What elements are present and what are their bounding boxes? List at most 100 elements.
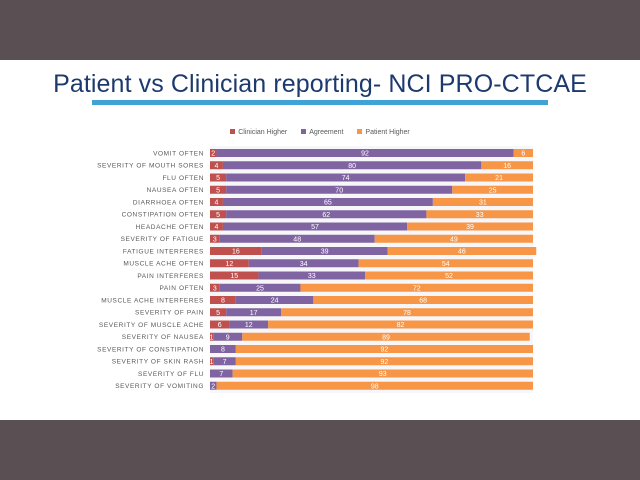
bar-agreement-severity-of-nausea bbox=[213, 332, 243, 341]
value-label-patient-higher-headache-often: 39 bbox=[466, 224, 474, 231]
value-label-agreement-pain-interferes: 33 bbox=[308, 273, 316, 280]
category-label-severity-of-pain: SEVERITY OF PAIN bbox=[135, 310, 204, 317]
bar-patient-higher-headache-often bbox=[407, 222, 533, 231]
value-label-agreement-severity-of-constipation: 8 bbox=[221, 347, 225, 354]
bar-patient-higher-severity-of-constipation bbox=[235, 345, 533, 353]
value-label-agreement-headache-often: 57 bbox=[311, 224, 319, 231]
value-label-patient-higher-pain-often: 72 bbox=[413, 285, 421, 292]
bar-agreement-severity-of-flu bbox=[210, 369, 233, 378]
chart-legend: Clinician Higher Agreement Patient Highe… bbox=[0, 129, 640, 136]
top-band bbox=[0, 0, 640, 60]
category-label-vomit-often: VOMIT OFTEN bbox=[153, 150, 204, 157]
category-label-pain-often: PAIN OFTEN bbox=[159, 285, 204, 292]
category-label-severity-of-skin-rash: SEVERITY OF SKIN RASH bbox=[112, 359, 204, 366]
value-label-agreement-severity-of-fatigue: 48 bbox=[293, 236, 301, 243]
value-label-patient-higher-severity-of-constipation: 92 bbox=[381, 347, 389, 354]
bar-agreement-vomit-often bbox=[216, 149, 514, 157]
value-label-clinician-higher-diarrhoea-often: 4 bbox=[215, 200, 219, 207]
bar-clinician-higher-severity-of-skin-rash bbox=[210, 357, 214, 366]
category-label-severity-of-fatigue: SEVERITY OF FATIGUE bbox=[121, 236, 204, 243]
category-label-diarrhoea-often: DIARRHOEA OFTEN bbox=[133, 199, 204, 206]
bar-patient-higher-constipation-often bbox=[426, 210, 533, 219]
category-label-constipation-often: CONSTIPATION OFTEN bbox=[122, 212, 204, 219]
bar-clinician-higher-severity-of-fatigue bbox=[210, 234, 220, 243]
value-label-patient-higher-severity-of-nausea: 89 bbox=[382, 334, 390, 341]
value-label-clinician-higher-constipation-often: 5 bbox=[216, 212, 220, 219]
value-label-clinician-higher-headache-often: 4 bbox=[215, 224, 219, 231]
bar-agreement-diarrhoea-often bbox=[222, 198, 433, 206]
value-label-patient-higher-diarrhoea-often: 31 bbox=[479, 200, 487, 207]
value-label-patient-higher-severity-of-skin-rash: 92 bbox=[381, 359, 389, 366]
bar-clinician-higher-severity-of-muscle-ache bbox=[210, 320, 230, 329]
bar-agreement-fatigue-interferes bbox=[261, 247, 388, 255]
value-label-agreement-constipation-often: 62 bbox=[322, 212, 330, 219]
value-label-patient-higher-severity-of-vomiting: 98 bbox=[371, 383, 379, 390]
bar-clinician-higher-vomit-often bbox=[210, 149, 217, 157]
value-label-agreement-severity-of-mouth-sores: 80 bbox=[348, 163, 356, 170]
category-label-severity-of-constipation: SEVERITY OF CONSTIPATION bbox=[97, 346, 204, 353]
bar-patient-higher-severity-of-pain bbox=[281, 308, 533, 317]
bar-clinician-higher-severity-of-mouth-sores bbox=[210, 161, 223, 170]
value-label-patient-higher-severity-of-mouth-sores: 16 bbox=[503, 163, 511, 170]
bar-patient-higher-fatigue-interferes bbox=[387, 247, 537, 255]
value-label-clinician-higher-severity-of-muscle-ache: 6 bbox=[218, 322, 222, 329]
bar-agreement-pain-often bbox=[219, 283, 301, 292]
bar-agreement-severity-of-vomiting bbox=[210, 381, 217, 390]
value-label-agreement-fatigue-interferes: 39 bbox=[321, 249, 329, 256]
value-label-agreement-severity-of-nausea: 9 bbox=[226, 334, 230, 341]
legend-swatch-agreement bbox=[301, 129, 307, 134]
category-label-severity-of-mouth-sores: SEVERITY OF MOUTH SORES bbox=[97, 163, 204, 170]
bar-agreement-muscle-ache-interferes bbox=[235, 296, 314, 304]
bar-agreement-constipation-often bbox=[226, 210, 427, 219]
slide-title: Patient vs Clinician reporting- NCI PRO-… bbox=[53, 70, 587, 98]
value-label-patient-higher-flu-often: 21 bbox=[495, 175, 503, 182]
legend-label-agreement: Agreement bbox=[309, 129, 344, 136]
bar-agreement-severity-of-skin-rash bbox=[213, 357, 236, 366]
value-label-clinician-higher-pain-often: 3 bbox=[213, 285, 217, 292]
category-label-pain-interferes: PAIN INTERFERES bbox=[137, 273, 204, 280]
bar-agreement-headache-often bbox=[222, 222, 408, 231]
bar-patient-higher-vomit-often bbox=[513, 149, 533, 157]
value-label-patient-higher-severity-of-muscle-ache: 82 bbox=[397, 322, 405, 329]
value-label-clinician-higher-severity-of-skin-rash: 1 bbox=[210, 359, 214, 366]
value-label-patient-higher-nausea-often: 25 bbox=[489, 187, 497, 194]
bar-clinician-higher-flu-often bbox=[210, 173, 227, 182]
bar-patient-higher-severity-of-vomiting bbox=[216, 381, 533, 390]
category-label-muscle-ache-interferes: MUSCLE ACHE INTERFERES bbox=[101, 297, 204, 304]
bar-clinician-higher-muscle-ache-often bbox=[210, 259, 249, 268]
category-label-fatigue-interferes: FATIGUE INTERFERES bbox=[123, 248, 204, 255]
bar-clinician-higher-headache-often bbox=[210, 222, 223, 231]
bar-agreement-flu-often bbox=[226, 173, 466, 182]
value-label-clinician-higher-severity-of-mouth-sores: 4 bbox=[215, 163, 219, 170]
value-label-patient-higher-muscle-ache-often: 54 bbox=[442, 261, 450, 268]
value-label-patient-higher-vomit-often: 6 bbox=[521, 151, 525, 158]
bar-clinician-higher-severity-of-pain bbox=[210, 308, 227, 317]
title-underline bbox=[92, 100, 548, 105]
bar-clinician-higher-nausea-often bbox=[210, 185, 227, 194]
bar-clinician-higher-diarrhoea-often bbox=[210, 198, 223, 206]
value-label-agreement-pain-often: 25 bbox=[256, 285, 264, 292]
bar-patient-higher-muscle-ache-interferes bbox=[313, 296, 533, 304]
value-label-clinician-higher-severity-of-nausea: 1 bbox=[210, 334, 214, 341]
legend-item-patient-higher: Patient Higher bbox=[357, 129, 410, 136]
bar-patient-higher-severity-of-flu bbox=[232, 369, 534, 378]
category-label-severity-of-muscle-ache: SEVERITY OF MUSCLE ACHE bbox=[99, 322, 204, 329]
bar-agreement-severity-of-constipation bbox=[210, 345, 236, 353]
value-label-agreement-severity-of-vomiting: 2 bbox=[211, 383, 215, 390]
value-label-patient-higher-constipation-often: 33 bbox=[476, 212, 484, 219]
bar-patient-higher-pain-often bbox=[300, 283, 533, 292]
legend-swatch-patient-higher bbox=[357, 129, 363, 134]
bar-patient-higher-nausea-often bbox=[452, 185, 533, 194]
value-label-clinician-higher-muscle-ache-often: 12 bbox=[225, 261, 233, 268]
bar-patient-higher-diarrhoea-often bbox=[432, 198, 533, 206]
value-label-agreement-muscle-ache-often: 34 bbox=[300, 261, 308, 268]
category-label-nausea-often: NAUSEA OFTEN bbox=[147, 187, 204, 194]
value-label-clinician-higher-muscle-ache-interferes: 8 bbox=[221, 298, 225, 305]
value-label-agreement-severity-of-skin-rash: 7 bbox=[223, 359, 227, 366]
value-label-clinician-higher-nausea-often: 5 bbox=[216, 187, 220, 194]
legend-item-agreement: Agreement bbox=[301, 129, 343, 136]
value-label-agreement-severity-of-muscle-ache: 12 bbox=[245, 322, 253, 329]
value-label-clinician-higher-severity-of-fatigue: 3 bbox=[213, 236, 217, 243]
category-label-severity-of-nausea: SEVERITY OF NAUSEA bbox=[122, 334, 204, 341]
